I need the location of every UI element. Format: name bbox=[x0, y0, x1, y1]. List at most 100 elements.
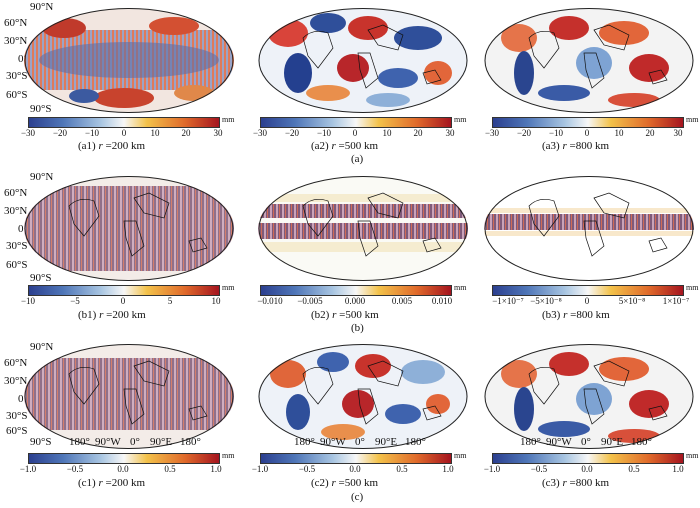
colorbar-c2 bbox=[260, 453, 452, 464]
unit-a3: mm bbox=[686, 115, 699, 124]
lat-label-60n-b: 60°N bbox=[4, 187, 28, 199]
lat-label-60s-a: 60°S bbox=[6, 89, 28, 101]
tick-c3-0: −1.0 bbox=[483, 464, 501, 474]
lat-label-30n-a: 30°N bbox=[4, 35, 28, 47]
unit-c3: mm bbox=[686, 451, 699, 460]
map-a3-field bbox=[484, 8, 694, 113]
unit-b3: mm bbox=[686, 283, 699, 292]
map-a2-field bbox=[258, 8, 468, 113]
tick-b1-1: −5 bbox=[70, 296, 80, 306]
lon-label-c1-90e: 90°E bbox=[150, 436, 173, 448]
lon-label-c1-0: 0° bbox=[130, 436, 140, 448]
tick-b1-3: 5 bbox=[167, 296, 173, 306]
map-a2 bbox=[258, 8, 468, 113]
tick-a3-4: 10 bbox=[614, 128, 624, 138]
colorbar-b2 bbox=[260, 285, 452, 296]
map-c3-field bbox=[484, 344, 694, 449]
lat-label-90s-c: 90°S bbox=[30, 436, 52, 448]
tick-a2-0: −30 bbox=[252, 128, 268, 138]
map-b3-field bbox=[484, 176, 694, 281]
row-label-b: (b) bbox=[351, 322, 364, 334]
tick-b3-2: 0 bbox=[584, 296, 590, 306]
map-c1 bbox=[24, 344, 234, 449]
tick-b2-2: 0.000 bbox=[344, 296, 366, 306]
lon-label-c3-90e: 90°E bbox=[601, 436, 624, 448]
lon-label-c1-180w: 180° bbox=[69, 436, 90, 448]
colorbar-a3 bbox=[492, 117, 684, 128]
unit-b2: mm bbox=[454, 283, 467, 292]
map-c2 bbox=[258, 344, 468, 449]
lat-label-90n-b: 90°N bbox=[30, 171, 54, 183]
caption-b3: (b3) r =800 km bbox=[542, 309, 610, 321]
map-a1-field bbox=[24, 8, 234, 113]
map-b2-field bbox=[258, 176, 468, 281]
map-b1 bbox=[24, 176, 234, 281]
caption-c3: (c3) r =800 km bbox=[542, 477, 610, 489]
caption-b1: (b1) r =200 km bbox=[78, 309, 146, 321]
tick-c2-0: −1.0 bbox=[251, 464, 269, 474]
lon-label-c1-180e: 180° bbox=[180, 436, 201, 448]
tick-c2-4: 1.0 bbox=[442, 464, 454, 474]
lat-label-30s-a: 30°S bbox=[6, 70, 28, 82]
lat-label-30s-c: 30°S bbox=[6, 410, 28, 422]
caption-c2: (c2) r =500 km bbox=[311, 477, 379, 489]
lon-label-c2-180e: 180° bbox=[405, 436, 426, 448]
tick-c1-2: 0.0 bbox=[117, 464, 129, 474]
lat-label-60n-a: 60°N bbox=[4, 17, 28, 29]
lat-label-60s-c: 60°S bbox=[6, 425, 28, 437]
lon-label-c2-0: 0° bbox=[355, 436, 365, 448]
unit-c2: mm bbox=[454, 451, 467, 460]
tick-c3-4: 1.0 bbox=[672, 464, 684, 474]
tick-b1-4: 10 bbox=[211, 296, 221, 306]
unit-b1: mm bbox=[222, 283, 235, 292]
tick-b3-4: 1×10⁻⁷ bbox=[662, 296, 690, 306]
map-c2-field bbox=[258, 344, 468, 449]
map-c1-field bbox=[24, 344, 234, 449]
lat-label-30n-c: 30°N bbox=[4, 375, 28, 387]
lon-label-c3-180w: 180° bbox=[520, 436, 541, 448]
lat-label-60s-b: 60°S bbox=[6, 259, 28, 271]
tick-a1-0: −30 bbox=[20, 128, 36, 138]
lat-label-90n-a: 90°N bbox=[30, 1, 54, 13]
tick-a1-5: 20 bbox=[181, 128, 191, 138]
tick-c2-2: 0.0 bbox=[349, 464, 361, 474]
colorbar-b1 bbox=[28, 285, 220, 296]
tick-a3-3: 0 bbox=[584, 128, 590, 138]
lon-label-c3-180e: 180° bbox=[631, 436, 652, 448]
unit-c1: mm bbox=[222, 451, 235, 460]
row-label-c: (c) bbox=[351, 491, 364, 503]
lon-label-c2-90e: 90°E bbox=[375, 436, 398, 448]
lat-label-0-a: 0° bbox=[18, 53, 28, 65]
colorbar-c1 bbox=[28, 453, 220, 464]
lat-label-30n-b: 30°N bbox=[4, 205, 28, 217]
tick-a1-3: 0 bbox=[121, 128, 127, 138]
map-c3 bbox=[484, 344, 694, 449]
map-b2 bbox=[258, 176, 468, 281]
tick-a1-4: 10 bbox=[150, 128, 160, 138]
map-b3 bbox=[484, 176, 694, 281]
tick-a2-2: −10 bbox=[316, 128, 332, 138]
lat-label-0-b: 0° bbox=[18, 223, 28, 235]
tick-c1-4: 1.0 bbox=[210, 464, 222, 474]
lon-label-c2-90w: 90°W bbox=[320, 436, 346, 448]
tick-a3-5: 20 bbox=[645, 128, 655, 138]
tick-c1-1: −0.5 bbox=[66, 464, 84, 474]
colorbar-c3 bbox=[492, 453, 684, 464]
tick-a2-5: 20 bbox=[413, 128, 423, 138]
tick-a2-3: 0 bbox=[352, 128, 358, 138]
tick-b2-1: −0.005 bbox=[297, 296, 323, 306]
tick-c3-1: −0.5 bbox=[530, 464, 548, 474]
lat-label-60n-c: 60°N bbox=[4, 357, 28, 369]
tick-b1-2: 0 bbox=[120, 296, 126, 306]
lon-label-c3-90w: 90°W bbox=[546, 436, 572, 448]
lat-label-0-c: 0° bbox=[18, 393, 28, 405]
lat-label-90n-c: 90°N bbox=[30, 341, 54, 353]
tick-a3-0: −30 bbox=[484, 128, 500, 138]
row-label-a: (a) bbox=[351, 153, 364, 165]
colorbar-a2 bbox=[260, 117, 452, 128]
tick-a1-1: −20 bbox=[52, 128, 68, 138]
tick-a3-2: −10 bbox=[548, 128, 564, 138]
tick-b2-0: −0.010 bbox=[257, 296, 283, 306]
lat-label-90s-a: 90°S bbox=[30, 103, 52, 115]
tick-a2-6: 30 bbox=[445, 128, 455, 138]
